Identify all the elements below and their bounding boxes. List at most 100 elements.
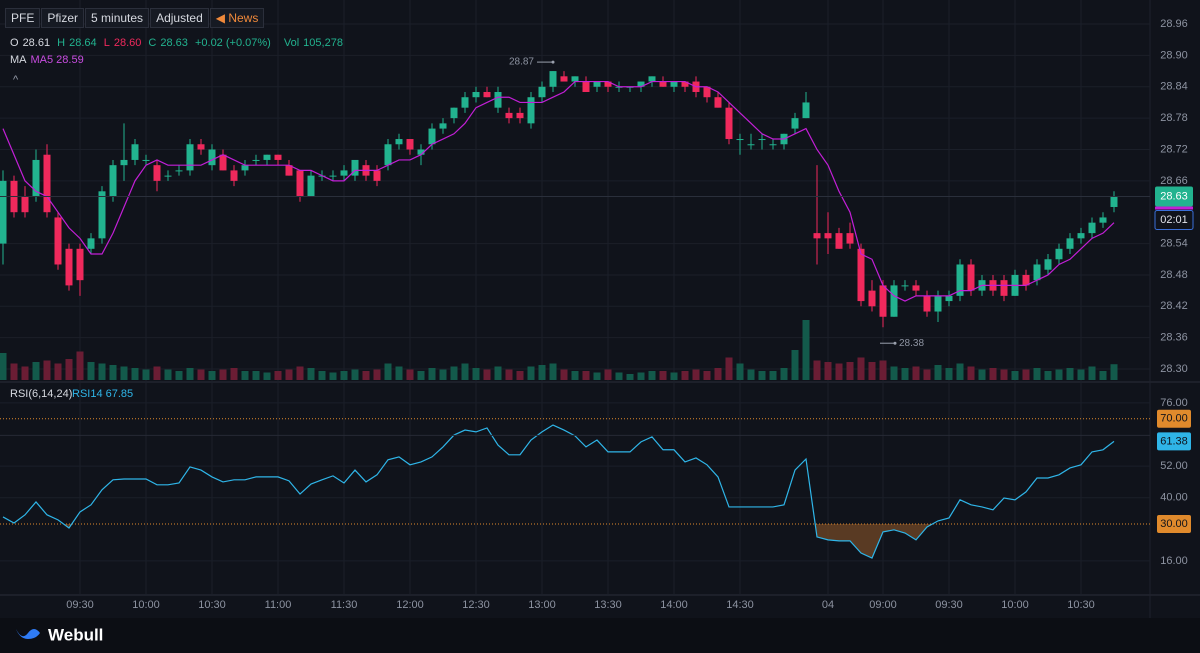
volume-bar: [65, 359, 73, 380]
candle-body: [516, 112, 524, 119]
candle-body: [604, 81, 612, 87]
candle-body: [769, 144, 777, 146]
y-tick-label: 28.30: [1160, 363, 1188, 375]
ma-value: MA5 28.59: [30, 54, 84, 66]
x-tick-label: 14:30: [726, 599, 754, 611]
volume-bar: [538, 365, 546, 380]
countdown-label: 02:01: [1160, 214, 1188, 226]
company[interactable]: Pfizer: [41, 8, 85, 28]
candle-body: [120, 159, 128, 166]
candle-body: [439, 123, 447, 129]
symbol[interactable]: PFE: [5, 8, 41, 28]
candle-body: [725, 107, 733, 140]
candle-body: [901, 285, 909, 287]
rsi-current-tag: [1157, 432, 1191, 451]
candle-body: [65, 248, 73, 286]
volume-bar: [527, 366, 535, 380]
candle-body: [384, 144, 392, 166]
candle-body: [241, 165, 249, 171]
rsi-tick-label: 52.00: [1160, 460, 1188, 472]
y-tick-label: 28.48: [1160, 269, 1188, 281]
candle-body: [868, 290, 876, 307]
volume-bar: [681, 371, 689, 380]
candle-body: [0, 180, 7, 244]
volume-bar: [868, 362, 876, 380]
l-label: L: [103, 37, 110, 49]
adjust[interactable]: Adjusted: [150, 8, 209, 28]
volume-bar: [923, 369, 931, 380]
toolbar: PFE Pfizer 5 minutes Adjusted ◀ News: [5, 8, 265, 28]
volume-bar: [384, 363, 392, 380]
low-marker-dot: [893, 341, 897, 345]
low-marker-label: 28.38: [899, 338, 924, 349]
interval[interactable]: 5 minutes: [85, 8, 150, 28]
candle-body: [813, 233, 821, 239]
candle-body: [670, 81, 678, 87]
volume-bar: [362, 371, 370, 380]
volume-bar: [890, 366, 898, 380]
ma-line: [2, 80, 1115, 302]
volume-bar: [549, 363, 557, 380]
volume-bar: [1088, 366, 1096, 380]
volume-bar: [670, 372, 678, 380]
volume-bar: [175, 371, 183, 380]
o-value: 28.61: [22, 37, 51, 49]
candle-body: [395, 139, 403, 145]
volume-bar: [615, 372, 623, 380]
volume-bar: [296, 366, 304, 380]
news-icon: ◀: [215, 11, 229, 25]
candle-body: [571, 76, 579, 82]
volume-bar: [1000, 369, 1008, 380]
candle-body: [186, 144, 194, 171]
volume-bar: [98, 363, 106, 380]
volume-bar: [351, 369, 359, 380]
volume-bar: [978, 369, 986, 380]
candle-body: [142, 159, 150, 161]
rsi-tick-label: 40.00: [1160, 492, 1188, 504]
l-value: 28.60: [113, 37, 142, 49]
candle-body: [736, 139, 744, 141]
candle-body: [219, 154, 227, 171]
candle-body: [175, 170, 183, 172]
x-tick-label: 09:30: [935, 599, 963, 611]
volume-bar: [21, 366, 29, 380]
volume-bar: [164, 369, 172, 380]
candle-body: [549, 71, 557, 87]
news-button[interactable]: ◀ News: [209, 8, 265, 28]
candle-body: [582, 81, 590, 92]
volume-bar: [450, 366, 458, 380]
high-marker-label: 28.87: [509, 57, 534, 68]
h-label: H: [57, 37, 66, 49]
volume-bar: [1022, 369, 1030, 380]
volume-bar: [582, 371, 590, 380]
volume-bar: [439, 369, 447, 380]
volume-bar: [648, 371, 656, 380]
volume-bar: [879, 360, 887, 380]
x-tick-label: 12:00: [396, 599, 424, 611]
volume-bar: [560, 369, 568, 380]
candle-body: [208, 149, 216, 166]
ma-row: MA MA5 28.59: [10, 54, 88, 66]
volume-bar: [626, 374, 634, 380]
y-tick-label: 28.84: [1160, 81, 1188, 93]
candle-body: [1088, 222, 1096, 234]
x-tick-label: 10:00: [132, 599, 160, 611]
volume-bar: [714, 368, 722, 380]
rsi-tick-label: 16.00: [1160, 555, 1188, 567]
volume-bar: [725, 357, 733, 380]
volume-bar: [120, 366, 128, 380]
ma-label: MA: [10, 54, 27, 66]
candle-body: [373, 170, 381, 181]
news-label: News: [228, 11, 259, 25]
candle-body: [945, 295, 953, 302]
c-value: 28.63: [160, 37, 188, 49]
volume-bar: [32, 362, 40, 380]
y-tick-label: 28.90: [1160, 49, 1188, 61]
volume-bar: [208, 371, 216, 380]
volume-bar: [758, 371, 766, 380]
change: +0.02 (+0.07%): [194, 37, 271, 49]
candle-body: [659, 81, 667, 87]
candle-body: [197, 144, 205, 150]
collapse-caret[interactable]: ^: [13, 74, 19, 86]
